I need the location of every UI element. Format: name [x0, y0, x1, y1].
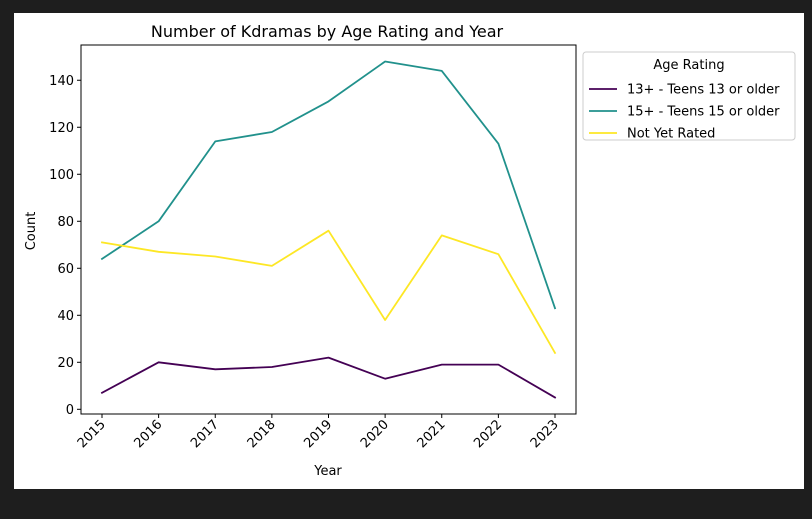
y-tick-label: 120	[49, 121, 74, 136]
legend-entries: 13+ - Teens 13 or older 15+ - Teens 15 or…	[589, 83, 780, 142]
x-tick-label: 2021	[415, 417, 449, 451]
x-tick-label: 2017	[188, 417, 222, 451]
legend-title: Age Rating	[653, 58, 724, 73]
y-axis-label: Count	[24, 212, 39, 251]
x-axis-label: Year	[313, 464, 342, 479]
x-tick-label: 2023	[528, 417, 562, 451]
legend-label-3: Not Yet Rated	[627, 127, 715, 142]
x-tick-label: 2016	[131, 417, 165, 451]
y-tick-label: 20	[57, 356, 74, 371]
series-line-2	[100, 60, 557, 310]
y-tick-label: 0	[66, 403, 74, 418]
series-layer	[100, 60, 557, 399]
legend-label-2: 15+ - Teens 15 or older	[627, 105, 780, 120]
series-line-1	[100, 356, 557, 399]
line-chart: Number of Kdramas by Age Rating and Year…	[24, 22, 796, 479]
x-tick-label: 2020	[358, 417, 392, 451]
y-tick-label: 60	[57, 262, 74, 277]
x-axis: 2015 2016 2017 2018 2019 2020 2021 2022 2023	[75, 414, 562, 451]
x-tick-label: 2022	[471, 417, 505, 451]
y-tick-label: 140	[49, 74, 74, 89]
legend-frame	[582, 51, 796, 141]
y-tick-label: 80	[57, 215, 74, 230]
y-axis: 0 20 40 60 80 100 120 140	[49, 74, 81, 418]
chart-title: Number of Kdramas by Age Rating and Year	[151, 22, 504, 41]
x-tick-label: 2015	[75, 417, 109, 451]
y-tick-label: 100	[49, 168, 74, 183]
x-tick-label: 2019	[301, 417, 335, 451]
figure: Number of Kdramas by Age Rating and Year…	[14, 13, 804, 489]
series-line-3	[100, 229, 557, 355]
x-tick-label: 2018	[245, 417, 279, 451]
y-tick-label: 40	[57, 309, 74, 324]
legend: Age Rating 13+ - Teens 13 or older 15+ - …	[582, 51, 796, 142]
legend-label-1: 13+ - Teens 13 or older	[627, 83, 780, 98]
